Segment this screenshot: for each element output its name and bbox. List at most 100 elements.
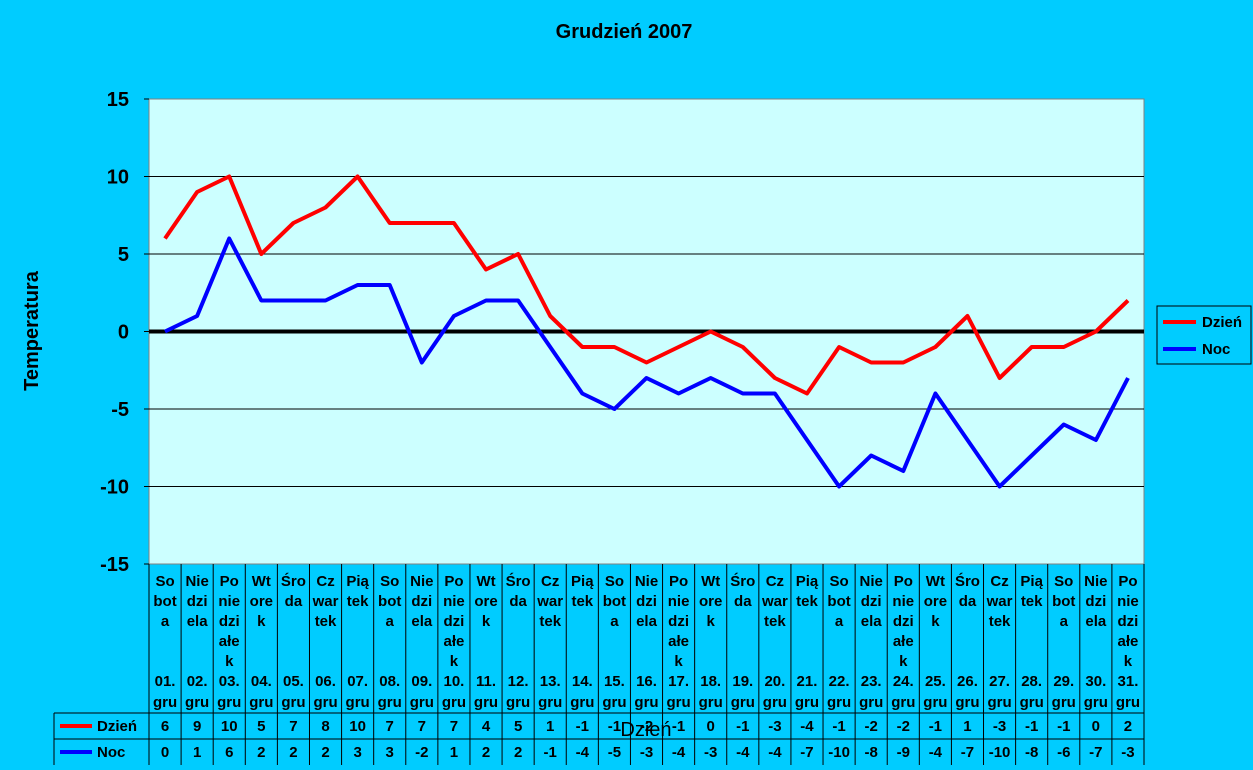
- table-cell-value: 1: [450, 744, 458, 761]
- x-tick-label-date: gru: [153, 694, 177, 711]
- x-tick-label-date: 01.: [155, 673, 176, 690]
- x-tick-label-day: ałe: [219, 633, 240, 650]
- table-cell-value: -3: [768, 718, 781, 735]
- x-tick-label-day: tek: [539, 613, 561, 630]
- x-tick-label-day: k: [707, 613, 716, 630]
- table-cell-value: -1: [736, 718, 749, 735]
- x-tick-label-date: gru: [859, 694, 883, 711]
- x-tick-label-day: a: [386, 613, 395, 630]
- y-tick-label: -10: [100, 477, 129, 499]
- table-cell-value: -5: [608, 744, 621, 761]
- x-tick-label-date: 14.: [572, 673, 593, 690]
- table-cell-value: -7: [961, 744, 974, 761]
- table-cell-value: 2: [321, 744, 329, 761]
- table-cell-value: 7: [386, 718, 394, 735]
- x-tick-label-day: Nie: [1084, 573, 1107, 590]
- table-row-label: Noc: [97, 744, 125, 761]
- table-cell-value: 8: [321, 718, 329, 735]
- x-tick-label-date: gru: [891, 694, 915, 711]
- x-tick-label-date: 03.: [219, 673, 240, 690]
- table-cell-value: -4: [929, 744, 943, 761]
- x-tick-label-day: tek: [315, 613, 337, 630]
- x-tick-label-day: dzi: [893, 613, 914, 630]
- x-tick-label-day: So: [829, 573, 848, 590]
- x-tick-label-day: Śro: [730, 572, 755, 590]
- x-tick-label-day: tek: [347, 593, 369, 610]
- table-cell-value: -7: [1089, 744, 1102, 761]
- x-tick-label-day: bot: [1052, 593, 1075, 610]
- table-cell-value: 7: [450, 718, 458, 735]
- x-tick-label-date: 04.: [251, 673, 272, 690]
- table-cell-value: -1: [1025, 718, 1038, 735]
- table-cell-value: -1: [576, 718, 589, 735]
- table-cell-value: 2: [514, 744, 522, 761]
- x-tick-label-day: Śro: [506, 572, 531, 590]
- x-tick-label-day: tek: [1021, 593, 1043, 610]
- x-tick-label-date: 24.: [893, 673, 914, 690]
- table-cell-value: -8: [1025, 744, 1038, 761]
- x-tick-label-date: gru: [378, 694, 402, 711]
- x-tick-label-day: nie: [892, 593, 914, 610]
- x-tick-label-date: gru: [1052, 694, 1076, 711]
- table-cell-value: -1: [1057, 718, 1070, 735]
- table-cell-value: 5: [257, 718, 265, 735]
- x-tick-label-day: k: [674, 653, 683, 670]
- x-tick-label-day: k: [1124, 653, 1133, 670]
- x-tick-label-day: dzi: [219, 613, 240, 630]
- table-cell-value: -1: [929, 718, 942, 735]
- x-tick-label-date: gru: [217, 694, 241, 711]
- y-tick-label: 15: [107, 89, 129, 111]
- x-tick-label-day: Po: [669, 573, 688, 590]
- x-tick-label-day: Śro: [955, 572, 980, 590]
- table-cell-value: 9: [193, 718, 201, 735]
- x-tick-label-day: ore: [474, 593, 497, 610]
- x-tick-label-day: Pią: [571, 573, 594, 590]
- x-tick-label-date: 18.: [700, 673, 721, 690]
- x-tick-label-date: gru: [923, 694, 947, 711]
- y-tick-label: 5: [118, 244, 129, 266]
- x-tick-label-day: Śro: [281, 572, 306, 590]
- x-tick-label-date: gru: [249, 694, 273, 711]
- x-tick-label-day: war: [761, 593, 788, 610]
- table-cell-value: -2: [897, 718, 910, 735]
- x-tick-label-day: Po: [894, 573, 913, 590]
- x-tick-label-date: gru: [699, 694, 723, 711]
- table-cell-value: -4: [768, 744, 782, 761]
- x-tick-label-day: a: [1060, 613, 1069, 630]
- x-tick-label-day: Cz: [316, 573, 334, 590]
- table-cell-value: -4: [800, 718, 814, 735]
- x-tick-label-date: 12.: [508, 673, 529, 690]
- table-cell-value: -3: [640, 744, 653, 761]
- table-cell-value: 5: [514, 718, 522, 735]
- x-tick-label-date: gru: [442, 694, 466, 711]
- x-tick-label-day: da: [734, 593, 752, 610]
- table-cell-value: 10: [221, 718, 238, 735]
- x-tick-label-day: nie: [218, 593, 240, 610]
- x-tick-label-date: gru: [795, 694, 819, 711]
- x-tick-label-day: So: [605, 573, 624, 590]
- x-tick-label-date: gru: [570, 694, 594, 711]
- x-tick-label-day: Nie: [410, 573, 433, 590]
- x-tick-label-day: k: [482, 613, 491, 630]
- table-cell-value: -3: [993, 718, 1006, 735]
- table-row-label: Dzień: [97, 718, 137, 735]
- table-cell-value: 2: [257, 744, 265, 761]
- table-cell-value: 3: [353, 744, 361, 761]
- x-tick-label-day: ore: [924, 593, 947, 610]
- x-tick-label-date: gru: [1116, 694, 1140, 711]
- x-tick-label-date: gru: [474, 694, 498, 711]
- x-tick-label-day: bot: [378, 593, 401, 610]
- x-tick-label-day: Po: [444, 573, 463, 590]
- x-tick-label-day: ela: [411, 613, 433, 630]
- table-cell-value: 7: [418, 718, 426, 735]
- x-tick-label-day: dzi: [668, 613, 689, 630]
- x-tick-label-day: war: [536, 593, 563, 610]
- x-tick-label-date: gru: [410, 694, 434, 711]
- x-tick-label-date: 21.: [797, 673, 818, 690]
- x-tick-label-day: Pią: [1020, 573, 1043, 590]
- table-cell-value: 6: [225, 744, 233, 761]
- x-tick-label-date: gru: [1084, 694, 1108, 711]
- x-tick-label-day: nie: [668, 593, 690, 610]
- y-tick-label: 10: [107, 167, 129, 189]
- y-tick-label: -5: [111, 399, 129, 421]
